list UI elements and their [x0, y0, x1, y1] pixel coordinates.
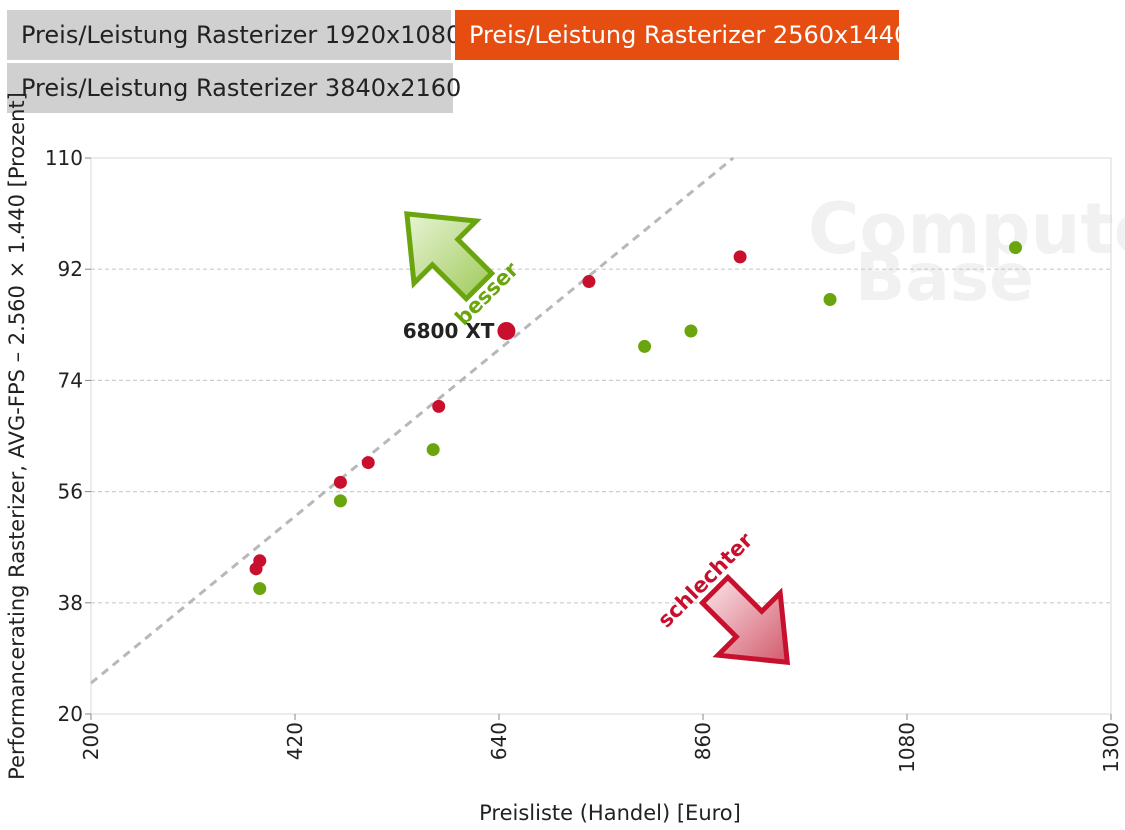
green-data-point	[684, 324, 698, 338]
data-points: 6800 XT	[249, 241, 1022, 596]
trend-layer	[90, 156, 735, 685]
y-tick-label: 110	[45, 146, 83, 170]
besser-annotation: besser	[404, 211, 524, 330]
y-tick-label: 74	[58, 368, 83, 392]
green-data-point	[253, 582, 267, 596]
axis-ticks: 20 38 56 74 92 110 200 420 640 860 1080 1300	[45, 146, 1123, 773]
x-tick-label: 200	[79, 722, 103, 760]
green-data-point	[333, 494, 347, 508]
trend-line	[90, 156, 735, 685]
green-data-point	[823, 292, 837, 306]
tab-2560x1440[interactable]: Preis/Leistung Rasterizer 2560x1440	[455, 10, 909, 60]
watermark: Computer Base	[808, 188, 1125, 316]
y-tick-label: 38	[58, 591, 83, 615]
schlechter-arrow-icon	[698, 573, 791, 666]
x-tick-label: 1080	[895, 722, 919, 773]
schlechter-annotation: schlechter	[653, 528, 791, 666]
green-data-point	[426, 443, 440, 457]
red-data-point	[582, 275, 596, 289]
red-data-point	[733, 250, 747, 264]
green-data-point	[638, 339, 652, 353]
watermark-line2: Base	[855, 239, 1034, 316]
point-label: 6800 XT	[403, 319, 495, 343]
grid	[91, 268, 1111, 604]
y-tick-label: 20	[58, 702, 83, 726]
tab-1920x1080[interactable]: Preis/Leistung Rasterizer 1920x1080	[7, 10, 461, 60]
x-tick-label: 420	[283, 722, 307, 760]
besser-arrow-icon	[404, 211, 496, 303]
y-axis-title: Performancerating Rasterizer, AVG-FPS – …	[5, 92, 29, 780]
watermark-line1: Computer	[808, 188, 1125, 270]
x-axis-title: Preisliste (Handel) [Euro]	[479, 801, 741, 825]
red-data-point	[333, 475, 347, 489]
plot-frame	[90, 157, 1112, 715]
tab-3840x2160[interactable]: Preis/Leistung Rasterizer 3840x2160	[7, 63, 461, 113]
x-tick-label: 1300	[1099, 722, 1123, 773]
red-data-point	[432, 399, 446, 413]
x-tick-label: 860	[691, 722, 715, 760]
y-tick-label: 92	[58, 257, 83, 281]
y-tick-label: 56	[58, 480, 83, 504]
red-data-point	[497, 321, 516, 340]
x-tick-label: 640	[487, 722, 511, 760]
red-data-point	[361, 456, 375, 470]
red-data-point	[253, 554, 267, 568]
green-data-point	[1008, 241, 1022, 255]
